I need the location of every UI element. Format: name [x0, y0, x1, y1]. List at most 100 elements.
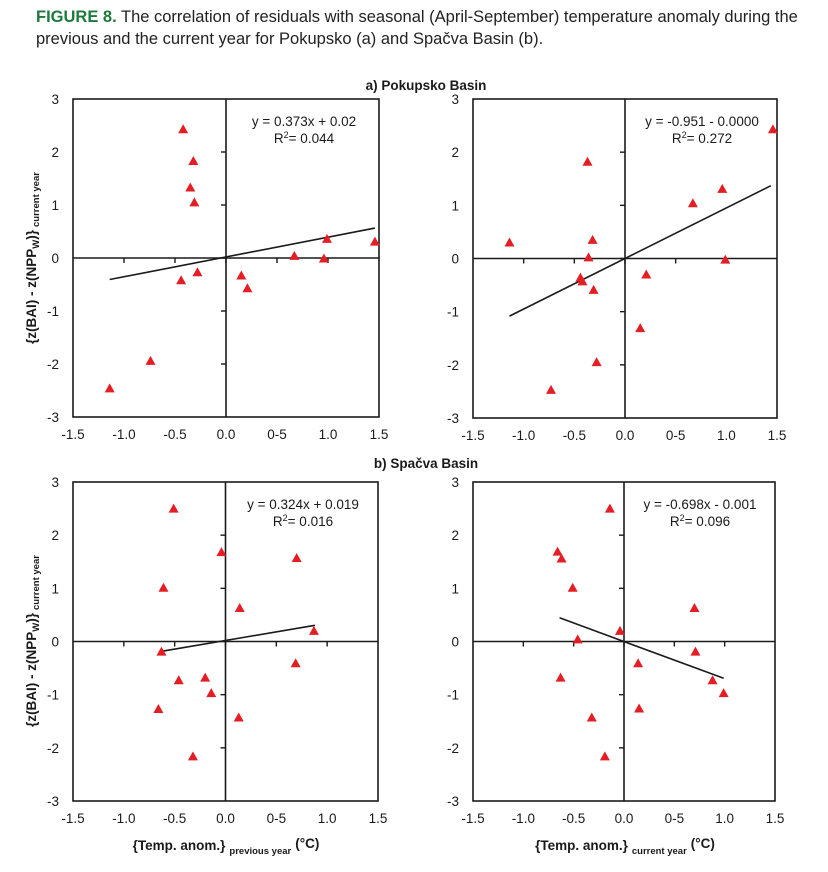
data-point — [689, 603, 700, 613]
x-tick-label: -1.0 — [112, 427, 135, 442]
data-point — [718, 688, 729, 698]
data-point — [104, 383, 115, 393]
section-title-b: b) Spačva Basin — [373, 456, 479, 471]
data-point — [187, 751, 198, 761]
x-tick-label: 0.0 — [615, 811, 634, 826]
y-tick-label: 2 — [451, 145, 459, 160]
x-tick-label: -1.0 — [512, 428, 535, 443]
r-squared: R2= 0.272 — [672, 130, 732, 146]
data-point — [308, 625, 319, 635]
x-tick-label: 1.0 — [717, 428, 736, 443]
x-tick-label: -0.5 — [562, 811, 585, 826]
y-axis-title-main: {z(BAI) - z(NPP — [24, 632, 39, 727]
data-point — [192, 267, 203, 277]
y-tick-label: 3 — [51, 92, 59, 107]
x-tick-label: 1.0 — [319, 427, 338, 442]
data-point — [145, 355, 156, 365]
data-point — [690, 646, 701, 656]
x-axis-title-subscript: current year — [632, 846, 687, 857]
data-point — [189, 197, 200, 207]
data-point — [158, 582, 169, 592]
data-point — [318, 253, 329, 263]
data-point — [176, 275, 187, 285]
y-tick-label: -1 — [447, 688, 459, 703]
data-point — [200, 672, 211, 682]
caption-text: The correlation of residuals with season… — [36, 8, 798, 48]
y-tick-label: 3 — [451, 475, 459, 490]
y-tick-label: -2 — [47, 741, 59, 756]
trend-line — [109, 227, 376, 281]
x-tick-label: 0.0 — [616, 428, 635, 443]
data-point — [153, 704, 164, 714]
data-point — [369, 236, 380, 246]
data-point — [185, 182, 196, 192]
data-point — [242, 283, 253, 293]
y-tick-label: -3 — [447, 794, 459, 809]
trend-line — [159, 624, 316, 653]
scatter-panel-a-previous: -1.5 -1.0 -0.5 0.0 0-5 1.0 1.5 3 2 1 0 -1 -2 -3 y = 0.… — [47, 92, 388, 442]
x-tick-label: 1.5 — [766, 811, 785, 826]
x-tick-label: 1.5 — [370, 427, 389, 442]
y-axis-title-subscript: current year — [31, 555, 42, 610]
x-tick-label: -0.5 — [563, 428, 586, 443]
y-axis-title-close: )} — [24, 612, 39, 622]
x-tick-label: -0.5 — [163, 811, 186, 826]
svg-text:{z(BAI) - z(NPPW)}current year: {z(BAI) - z(NPPW)} current year — [24, 555, 42, 727]
y-tick-label: -1 — [47, 688, 59, 703]
x-tick-label: 0.0 — [217, 427, 236, 442]
x-tick-label: 1.0 — [318, 811, 337, 826]
x-axis-title-current: {Temp. anom.} current year (°C) — [535, 836, 715, 857]
data-point — [216, 547, 227, 557]
y-tick-label: -3 — [447, 411, 459, 426]
data-point — [634, 703, 645, 713]
scatter-panel-b-current: -1.5 -1.0 -0.5 0.0 0-5 1.0 1.5 3 2 1 0 -1 -2 -3 y = -0… — [447, 475, 784, 826]
y-tick-label: 1 — [451, 581, 459, 596]
data-point — [583, 252, 594, 262]
data-point — [707, 675, 718, 685]
x-tick-label: 1.5 — [369, 811, 388, 826]
y-axis-title-sub-w: W — [31, 240, 42, 249]
y-tick-label: -1 — [47, 304, 59, 319]
y-tick-label: 0 — [451, 635, 459, 650]
svg-text:{z(BAI) - z(NPPW)}current year: {z(BAI) - z(NPPW)} current year — [24, 172, 42, 344]
y-tick-label: 1 — [51, 581, 59, 596]
data-point — [206, 688, 217, 698]
y-tick-label: 3 — [51, 475, 59, 490]
x-axis-title-previous: {Temp. anom.} previous year (°C) — [133, 836, 320, 857]
x-tick-label: -1.0 — [512, 811, 535, 826]
data-point — [586, 712, 597, 722]
data-point — [321, 233, 332, 243]
x-tick-label: 1.5 — [768, 428, 787, 443]
x-tick-label: 0-5 — [267, 811, 287, 826]
data-point — [572, 634, 583, 644]
data-point — [604, 503, 615, 513]
x-tick-label: 0.0 — [216, 811, 235, 826]
regression-equation: y = -0.951 - 0.0000 — [645, 114, 759, 129]
x-tick-label: 0-5 — [666, 428, 686, 443]
y-axis-title-main: {z(BAI) - z(NPP — [24, 249, 39, 344]
data-point — [555, 672, 566, 682]
data-point — [546, 384, 557, 394]
y-tick-label: -3 — [47, 410, 59, 425]
x-tick-label: 1.0 — [715, 811, 734, 826]
y-tick-label: 0 — [51, 251, 59, 266]
data-point — [504, 237, 515, 247]
data-point — [582, 156, 593, 166]
y-tick-label: -2 — [447, 741, 459, 756]
data-point — [156, 646, 167, 656]
regression-equation: y = 0.324x + 0.019 — [247, 497, 359, 512]
data-point — [588, 284, 599, 294]
x-tick-label: -0.5 — [163, 427, 186, 442]
data-point — [168, 503, 179, 513]
r-squared: R2= 0.016 — [273, 513, 333, 529]
data-point — [717, 183, 728, 193]
data-point — [234, 603, 245, 613]
data-point — [641, 269, 652, 279]
figure-caption: FIGURE 8. The correlation of residuals w… — [36, 6, 826, 50]
y-tick-label: 2 — [51, 145, 59, 160]
x-axis-title-unit: (°C) — [691, 836, 715, 851]
y-tick-label: 0 — [51, 635, 59, 650]
data-point — [173, 675, 184, 685]
regression-equation: y = -0.698x - 0.001 — [644, 497, 757, 512]
